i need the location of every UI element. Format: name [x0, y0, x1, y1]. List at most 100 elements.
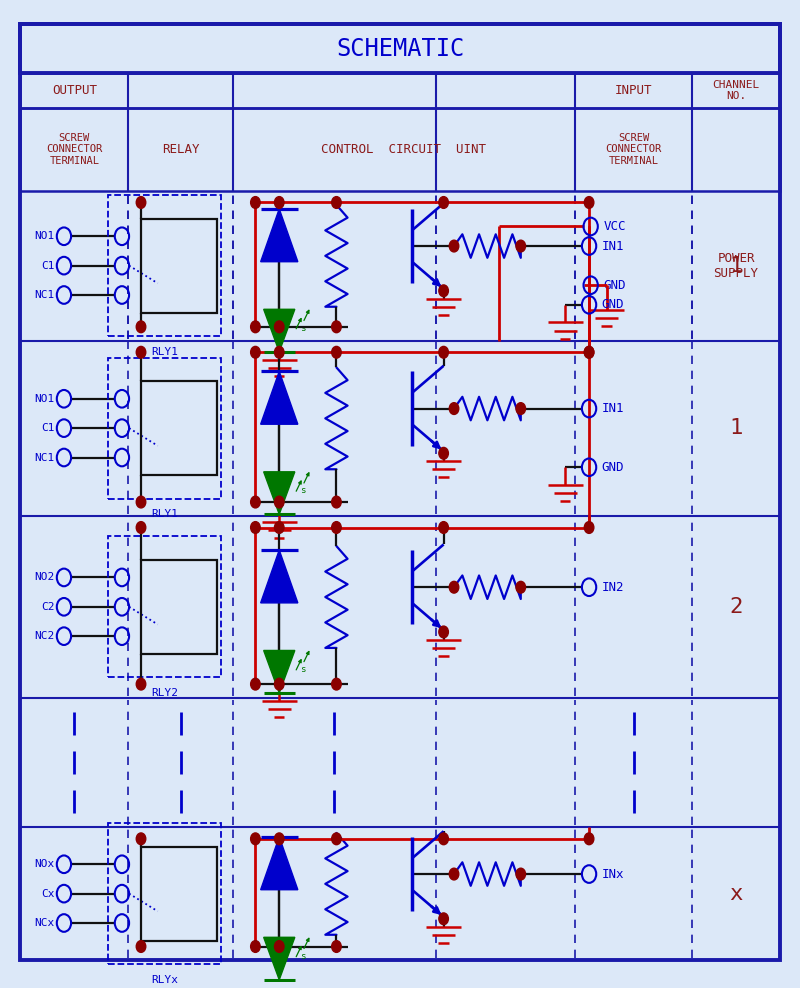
Circle shape — [250, 197, 260, 208]
Text: INx: INx — [602, 867, 624, 880]
Circle shape — [516, 240, 526, 252]
Circle shape — [250, 833, 260, 845]
Text: 2: 2 — [730, 597, 742, 617]
Circle shape — [584, 347, 594, 358]
Circle shape — [439, 913, 448, 925]
Circle shape — [136, 833, 146, 845]
Polygon shape — [261, 371, 298, 424]
Circle shape — [332, 522, 342, 534]
Text: CHANNEL
NO.: CHANNEL NO. — [713, 80, 760, 101]
Circle shape — [439, 522, 448, 534]
Polygon shape — [264, 309, 295, 352]
Circle shape — [136, 679, 146, 690]
Circle shape — [584, 197, 594, 208]
Circle shape — [274, 347, 284, 358]
Text: NCx: NCx — [34, 918, 54, 928]
Text: NO1: NO1 — [34, 231, 54, 241]
Polygon shape — [264, 650, 295, 693]
Circle shape — [332, 197, 342, 208]
Text: 1: 1 — [730, 256, 742, 276]
Text: GND: GND — [602, 460, 624, 474]
Circle shape — [274, 679, 284, 690]
Text: IN2: IN2 — [602, 581, 624, 594]
Circle shape — [274, 941, 284, 952]
Text: NC1: NC1 — [34, 453, 54, 462]
Circle shape — [136, 197, 146, 208]
Circle shape — [332, 347, 342, 358]
Circle shape — [250, 941, 260, 952]
Text: RLYx: RLYx — [151, 975, 178, 985]
Circle shape — [250, 347, 260, 358]
Text: OUTPUT: OUTPUT — [52, 84, 97, 97]
Text: SCREW
CONNECTOR
TERMINAL: SCREW CONNECTOR TERMINAL — [46, 132, 102, 166]
Text: RLY2: RLY2 — [151, 688, 178, 698]
Circle shape — [584, 833, 594, 845]
Circle shape — [136, 941, 146, 952]
Circle shape — [274, 833, 284, 845]
Circle shape — [439, 197, 448, 208]
Text: x: x — [730, 883, 742, 904]
Circle shape — [332, 941, 342, 952]
Circle shape — [274, 522, 284, 534]
Text: CONTROL  CIRCUIT  UINT: CONTROL CIRCUIT UINT — [322, 142, 486, 156]
Text: SCREW
CONNECTOR
TERMINAL: SCREW CONNECTOR TERMINAL — [606, 132, 662, 166]
Text: NC2: NC2 — [34, 631, 54, 641]
Circle shape — [516, 403, 526, 414]
Circle shape — [439, 833, 448, 845]
Polygon shape — [261, 208, 298, 262]
Text: VCC: VCC — [603, 220, 626, 233]
Circle shape — [450, 868, 458, 880]
Text: RLY1: RLY1 — [151, 347, 178, 357]
Text: INPUT: INPUT — [615, 84, 652, 97]
Polygon shape — [261, 550, 298, 603]
Circle shape — [250, 679, 260, 690]
Circle shape — [250, 522, 260, 534]
Circle shape — [450, 581, 458, 593]
Text: NO1: NO1 — [34, 394, 54, 404]
Circle shape — [332, 679, 342, 690]
Text: C1: C1 — [41, 423, 54, 433]
Text: IN1: IN1 — [602, 402, 624, 415]
Circle shape — [332, 321, 342, 333]
Text: 1: 1 — [730, 418, 742, 438]
Text: s: s — [300, 324, 306, 333]
Text: GND: GND — [603, 279, 626, 291]
Polygon shape — [264, 472, 295, 515]
Circle shape — [136, 321, 146, 333]
Circle shape — [250, 496, 260, 508]
Text: s: s — [300, 665, 306, 674]
Circle shape — [584, 522, 594, 534]
Circle shape — [439, 626, 448, 638]
Circle shape — [439, 285, 448, 296]
Circle shape — [332, 496, 342, 508]
Text: Cx: Cx — [41, 888, 54, 899]
Text: NO2: NO2 — [34, 572, 54, 583]
Circle shape — [450, 403, 458, 414]
Text: SCHEMATIC: SCHEMATIC — [336, 37, 464, 61]
Circle shape — [274, 496, 284, 508]
Circle shape — [136, 496, 146, 508]
Text: POWER
SUPPLY: POWER SUPPLY — [714, 252, 758, 280]
Circle shape — [584, 347, 594, 358]
Circle shape — [450, 240, 458, 252]
Circle shape — [516, 868, 526, 880]
Circle shape — [274, 197, 284, 208]
Text: C2: C2 — [41, 602, 54, 612]
Text: s: s — [300, 486, 306, 495]
Text: GND: GND — [602, 298, 624, 311]
Text: IN1: IN1 — [602, 239, 624, 253]
Text: s: s — [300, 951, 306, 960]
Circle shape — [332, 833, 342, 845]
Circle shape — [439, 347, 448, 358]
Circle shape — [274, 321, 284, 333]
Text: NOx: NOx — [34, 860, 54, 869]
Polygon shape — [261, 837, 298, 890]
Text: RELAY: RELAY — [162, 142, 199, 156]
Text: RLY1: RLY1 — [151, 509, 178, 520]
Circle shape — [136, 347, 146, 358]
Polygon shape — [264, 938, 295, 980]
Text: C1: C1 — [41, 261, 54, 271]
Circle shape — [136, 522, 146, 534]
Circle shape — [516, 581, 526, 593]
Circle shape — [250, 321, 260, 333]
